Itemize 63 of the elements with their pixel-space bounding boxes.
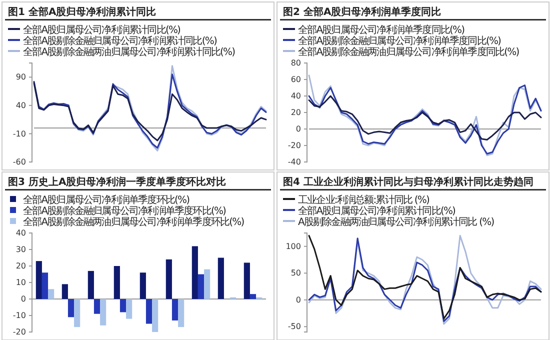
legend-label: 全部A股归属母公司净利润累计同比(%) [298, 205, 456, 217]
chart-title: 图2 全部A股归母净利润单季度同比 [283, 6, 442, 18]
y-tick-label: 100 [286, 242, 301, 251]
bar [178, 299, 184, 328]
legend-label: 全部A股剔除金融归属母公司净利润单季度同比(%) [298, 35, 502, 47]
legend-label: 全部A股剔除金融两油归属母公司净利润单季度环比(%) [23, 216, 245, 228]
chart-title: 图1 全部A股归母净利润累计同比 [8, 6, 156, 18]
chart-title: 图4 工业企业利润累计同比与归母净利累计同比走势趋同 [283, 176, 534, 188]
line-series [33, 82, 267, 142]
y-tick-label: 60 [290, 75, 301, 84]
y-tick-label: -40 [288, 158, 301, 167]
bar [192, 246, 198, 299]
legend-label: 全部A股剔除金融两油归属母公司净利润累计同比(%) [23, 46, 236, 58]
bar [146, 299, 152, 324]
y-tick-label: -10 [12, 311, 26, 320]
bar [48, 289, 54, 299]
y-tick-label: 50 [290, 268, 301, 278]
y-tick-label: 20 [16, 262, 26, 271]
legend-label: 全部A股归属母公司净利润累计同比(%) [23, 24, 182, 36]
y-tick-label: -60 [12, 158, 26, 167]
y-tick-label: -20 [288, 141, 301, 150]
bar [42, 272, 48, 299]
bar [172, 299, 178, 320]
bar [68, 299, 74, 318]
bar [100, 299, 106, 326]
bar [166, 259, 172, 299]
bar [244, 262, 250, 299]
bar [88, 270, 94, 299]
bar [36, 261, 42, 299]
y-tick-label: 0 [296, 124, 301, 134]
bar [74, 299, 80, 328]
bar [120, 299, 126, 312]
y-tick-label: -50 [288, 322, 301, 332]
legend-label: 全部A股剔除金融归属母公司净利润累计同比(%) [23, 35, 218, 47]
y-tick-label: 40 [16, 228, 26, 238]
bar [126, 299, 132, 319]
bar [218, 258, 224, 299]
legend-label: 全部A股归属母公司净利润单季度同比(%) [298, 24, 466, 36]
y-tick-label: 0 [20, 294, 26, 304]
legend-label: A股剔除金融两油归属母公司净利润累计同比 (%) [298, 216, 495, 228]
y-tick-label: 40 [16, 100, 26, 110]
y-tick-label: 90 [16, 72, 26, 82]
bar [94, 299, 100, 314]
y-tick-label: 20 [290, 108, 301, 118]
bar [204, 269, 210, 299]
y-tick-label: 30 [16, 245, 26, 254]
legend-label: 工业企业:利润总额:累计同比 (%) [298, 194, 430, 206]
bar [198, 274, 204, 299]
bar [114, 266, 120, 299]
y-tick-label: 80 [290, 58, 301, 68]
y-tick-label: 40 [290, 92, 301, 101]
bar [250, 294, 256, 299]
bar [152, 299, 158, 332]
y-tick-label: -20 [12, 328, 26, 337]
y-tick-label: 0 [296, 295, 301, 304]
legend-label: 全部A股剔除金融两油归属母公司净利润单季度同比(%) [298, 46, 520, 58]
bar [62, 284, 68, 299]
y-tick-label: -10 [12, 129, 26, 138]
y-tick-label: 10 [16, 278, 26, 288]
legend-label: 全部A股归属母公司净利润单季度环比(%) [23, 194, 190, 206]
bar [140, 272, 146, 299]
chart-title: 图3 历史上A股归母净利润一季度单季度环比对比 [8, 176, 226, 188]
legend-label: 全部A股剔除金融归属母公司净利润单季度环比(%) [23, 205, 227, 217]
